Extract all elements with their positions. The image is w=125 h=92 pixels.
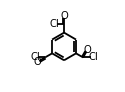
Text: O: O — [34, 57, 41, 67]
Text: Cl: Cl — [88, 52, 98, 62]
Text: Cl: Cl — [30, 52, 40, 62]
Text: O: O — [60, 11, 68, 21]
Text: Cl: Cl — [49, 20, 59, 30]
Text: O: O — [84, 45, 91, 55]
